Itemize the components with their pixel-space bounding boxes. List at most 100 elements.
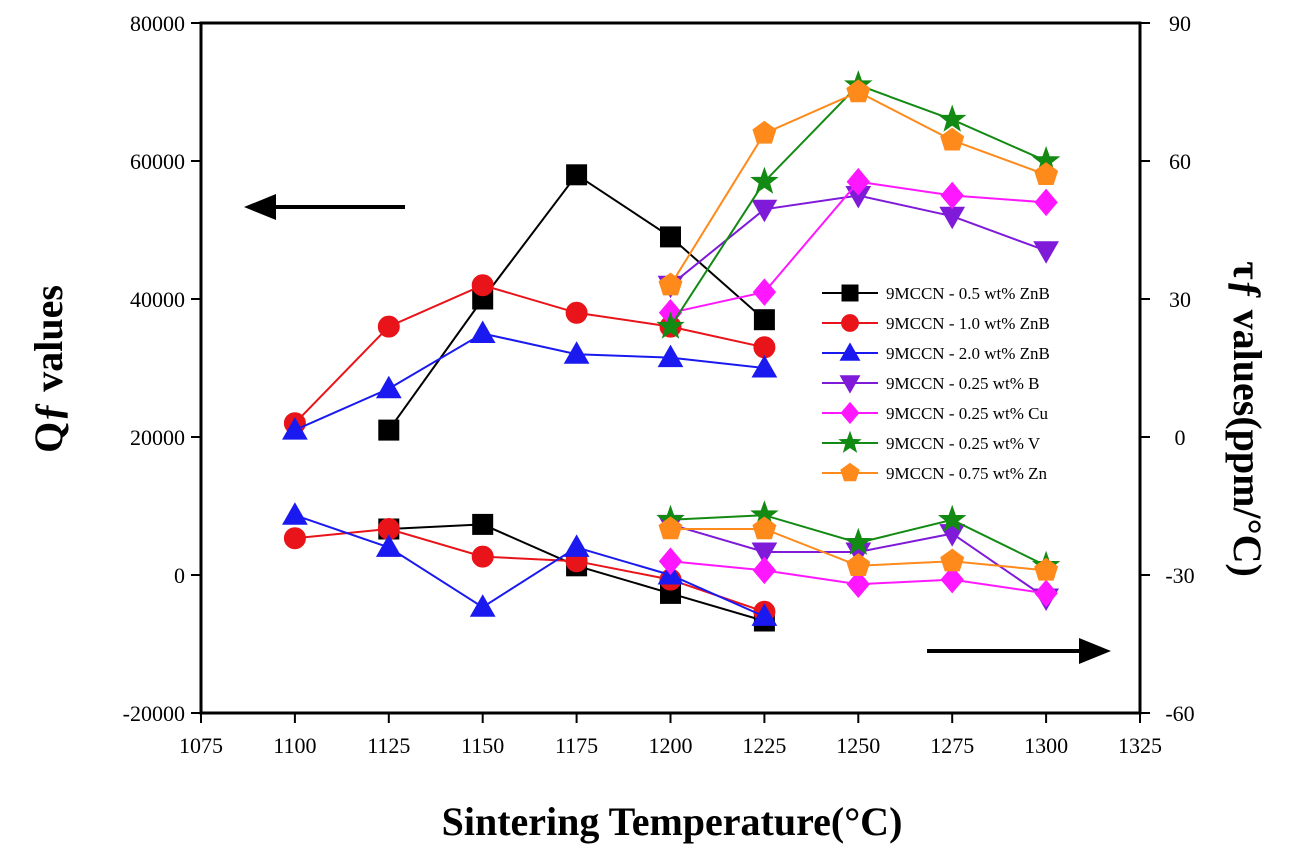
qf-point	[471, 274, 494, 297]
tf-point	[1034, 579, 1058, 608]
legend-marker	[841, 284, 859, 302]
legend-label: 9MCCN - 0.25 wt% V	[886, 434, 1041, 453]
left-y-tick-label: 60000	[130, 149, 185, 174]
tf-point	[282, 502, 308, 525]
left-y-tick-label: -20000	[123, 701, 185, 726]
qf-point	[282, 417, 308, 440]
tf-point	[844, 527, 873, 555]
qf-point	[752, 278, 777, 306]
qf-point	[937, 104, 967, 132]
legend-marker	[841, 314, 859, 332]
tf-point	[937, 504, 967, 532]
legend-item-6: 9MCCN - 0.25 wt% V	[822, 430, 1041, 453]
tf-point	[375, 534, 402, 557]
x-axis-title: Sintering Temperature(°C)	[442, 799, 903, 844]
legend-item-5: 9MCCN - 0.25 wt% Cu	[822, 401, 1048, 425]
legend-label: 9MCCN - 2.0 wt% ZnB	[886, 344, 1050, 363]
series-7	[658, 79, 1059, 581]
x-tick-label: 1325	[1118, 733, 1162, 758]
right-y-tick-label: 0	[1175, 425, 1186, 450]
x-tick-label: 1100	[273, 733, 316, 758]
left-axis-arrow-head	[244, 194, 276, 220]
x-tick-label: 1125	[367, 733, 410, 758]
qf-point	[1033, 241, 1059, 264]
qf-line	[294, 332, 765, 432]
tf-line	[294, 527, 765, 613]
tf-point	[471, 545, 494, 568]
qf-point	[469, 320, 496, 343]
tf-point	[940, 548, 965, 572]
legend-marker	[838, 430, 862, 453]
tf-point	[846, 553, 871, 576]
legend-label: 9MCCN - 0.25 wt% Cu	[886, 404, 1048, 423]
tf-point	[658, 516, 683, 540]
legend-item-7: 9MCCN - 0.75 wt% Zn	[822, 462, 1048, 483]
qf-point	[656, 311, 685, 339]
legend-label: 9MCCN - 0.25 wt% B	[886, 374, 1039, 393]
x-tick-label: 1150	[461, 733, 504, 758]
tf-point	[469, 594, 496, 617]
right-axis-arrow-head	[1079, 638, 1111, 664]
legend-label: 9MCCN - 0.75 wt% Zn	[886, 464, 1048, 483]
plot-frame	[199, 21, 1142, 715]
left-y-tick-label: 40000	[130, 287, 185, 312]
qf-point	[846, 167, 870, 196]
qf-point	[657, 344, 684, 368]
x-tick-label: 1175	[555, 733, 598, 758]
legend-marker	[840, 462, 860, 482]
qf-point	[565, 301, 588, 324]
legend-item-4: 9MCCN - 0.25 wt% B	[822, 374, 1039, 394]
legend-item-3: 9MCCN - 2.0 wt% ZnB	[822, 342, 1050, 363]
left-y-tick-label: 80000	[130, 11, 185, 36]
legend-item-1: 9MCCN - 0.5 wt% ZnB	[822, 284, 1050, 303]
qf-point	[1034, 188, 1058, 217]
legend-label: 9MCCN - 0.5 wt% ZnB	[886, 284, 1050, 303]
tf-point	[752, 556, 777, 585]
qf-point	[940, 127, 965, 151]
qf-point	[375, 375, 402, 399]
qf-point	[658, 272, 683, 296]
tf-point	[1034, 557, 1059, 581]
qf-point	[377, 315, 400, 338]
arrows-layer	[244, 194, 1111, 664]
tf-point	[752, 516, 777, 540]
qf-point	[753, 309, 775, 331]
right-y-tick-label: 60	[1169, 149, 1191, 174]
series-2	[283, 274, 776, 623]
legend-label: 9MCCN - 1.0 wt% ZnB	[886, 314, 1050, 333]
right-y-tick-label: 30	[1169, 287, 1191, 312]
right-y-tick-label: -60	[1165, 701, 1194, 726]
qf-point	[940, 181, 964, 210]
tf-point	[472, 513, 494, 535]
legend-marker	[839, 375, 861, 394]
legend-marker	[839, 342, 861, 361]
legend-item-2: 9MCCN - 1.0 wt% ZnB	[822, 314, 1050, 333]
right-y-tick-label: -30	[1165, 563, 1194, 588]
x-tick-label: 1300	[1024, 733, 1068, 758]
tf-point	[940, 565, 964, 594]
qf-point	[1034, 162, 1059, 185]
qf-point	[378, 419, 400, 441]
legend: 9MCCN - 0.5 wt% ZnB 9MCCN - 1.0 wt% ZnB 9M…	[822, 284, 1050, 483]
qf-point	[566, 164, 588, 186]
left-y-axis-title: Qƒ values	[26, 285, 71, 453]
tf-point	[658, 547, 683, 575]
tf-line	[294, 514, 765, 618]
tf-point	[283, 527, 306, 550]
tf-point	[751, 542, 778, 566]
qf-point	[563, 341, 590, 364]
qf-point	[751, 354, 778, 378]
qf-point	[846, 79, 871, 103]
x-tick-label: 1200	[649, 733, 693, 758]
axes: 1075 1100 1125 1150 1175 1200 1225 1250 1275 1300…	[123, 11, 1195, 758]
qf-point	[753, 336, 776, 359]
tf-point	[751, 603, 778, 626]
qf-point	[750, 166, 779, 194]
left-y-tick-label: 20000	[130, 425, 185, 450]
right-y-tick-label: 90	[1169, 11, 1191, 36]
legend-marker	[840, 401, 860, 425]
qf-point	[752, 120, 777, 144]
series-layer	[282, 70, 1061, 632]
left-y-tick-label: 0	[174, 563, 185, 588]
